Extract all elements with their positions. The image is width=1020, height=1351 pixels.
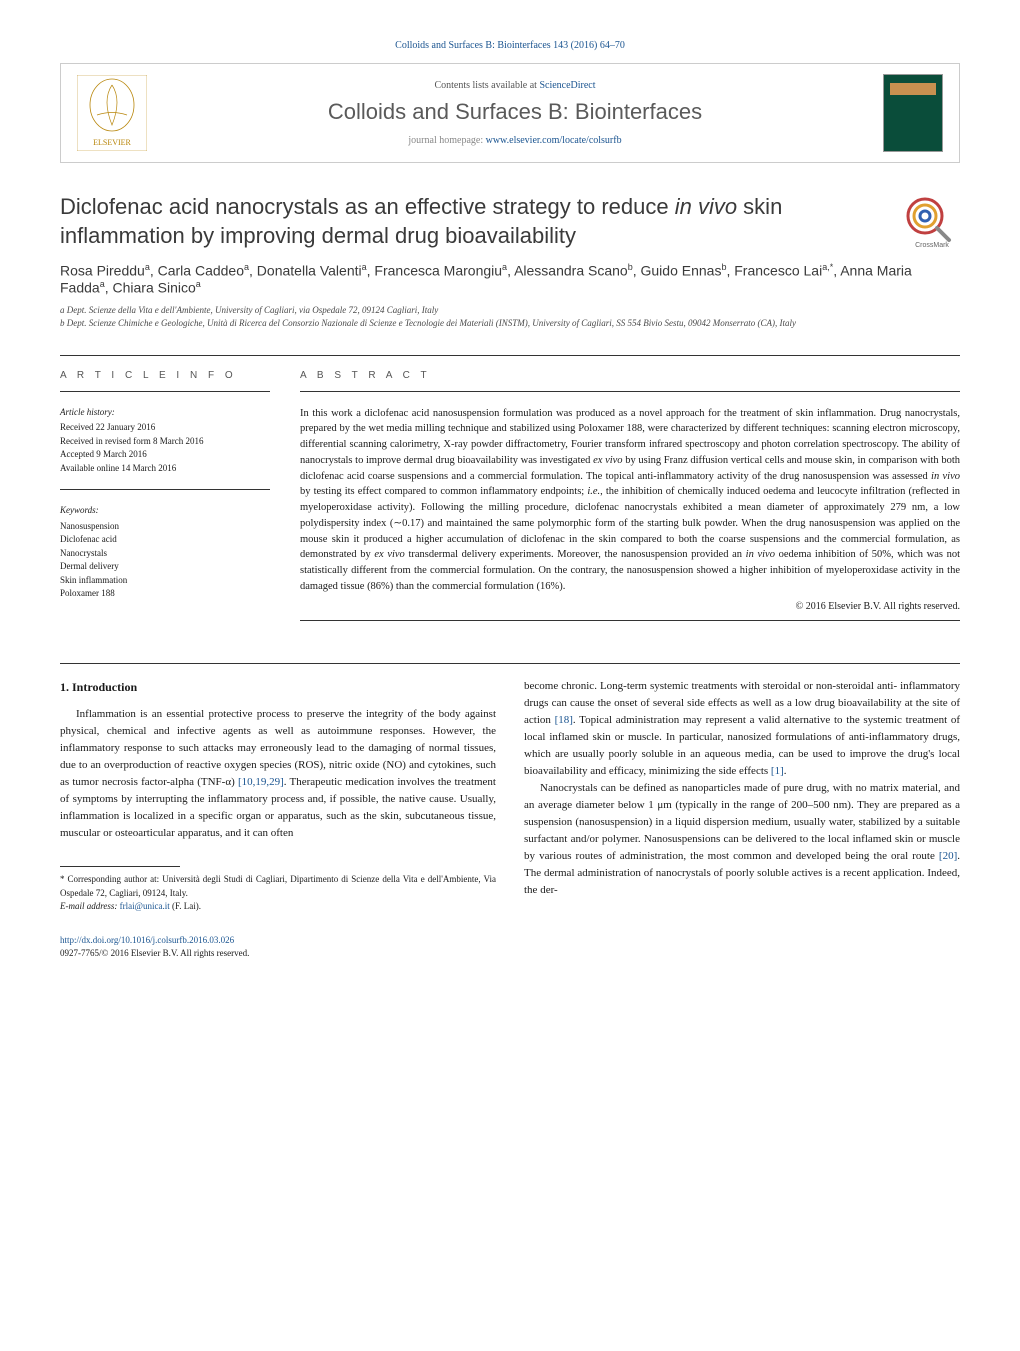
keywords-block: Keywords: NanosuspensionDiclofenac acidN… (60, 504, 270, 601)
divider (60, 663, 960, 664)
svg-text:CrossMark: CrossMark (915, 242, 949, 249)
citation-link[interactable]: [18] (555, 714, 573, 726)
citation-link[interactable]: [10,19,29] (238, 776, 284, 788)
article-history: Article history: Received 22 January 201… (60, 406, 270, 476)
body-col-left: 1. Introduction Inflammation is an essen… (60, 678, 496, 914)
citation-link[interactable]: [20] (939, 850, 957, 862)
keyword: Dermal delivery (60, 560, 270, 574)
keyword: Nanocrystals (60, 547, 270, 561)
svg-text:ELSEVIER: ELSEVIER (93, 138, 131, 147)
affiliation-a: a Dept. Scienze della Vita e dell'Ambien… (60, 304, 960, 318)
abstract-text: In this work a diclofenac acid nanosuspe… (300, 406, 960, 595)
crossmark-icon[interactable]: CrossMark (904, 193, 960, 249)
corresponding-author: * Corresponding author at: Università de… (60, 873, 496, 914)
page-footer: http://dx.doi.org/10.1016/j.colsurfb.201… (60, 934, 960, 961)
header-citation[interactable]: Colloids and Surfaces B: Biointerfaces 1… (60, 40, 960, 51)
authors-list: Rosa Pireddua, Carla Caddeoa, Donatella … (60, 262, 960, 295)
keyword: Poloxamer 188 (60, 587, 270, 601)
section-heading: 1. Introduction (60, 678, 496, 697)
journal-title: Colloids and Surfaces B: Biointerfaces (147, 99, 883, 125)
article-info-label: A R T I C L E I N F O (60, 370, 270, 381)
citation-link[interactable]: [1] (771, 765, 784, 777)
body-col-right: become chronic. Long-term systemic treat… (524, 678, 960, 914)
affiliations: a Dept. Scienze della Vita e dell'Ambien… (60, 304, 960, 331)
body-paragraph: become chronic. Long-term systemic treat… (524, 678, 960, 780)
divider (300, 620, 960, 621)
divider (60, 355, 960, 356)
article-title: Diclofenac acid nanocrystals as an effec… (60, 193, 888, 250)
body-paragraph: Nanocrystals can be defined as nanoparti… (524, 780, 960, 899)
keyword: Diclofenac acid (60, 533, 270, 547)
sciencedirect-link[interactable]: ScienceDirect (539, 80, 595, 91)
keyword: Nanosuspension (60, 520, 270, 534)
affiliation-b: b Dept. Scienze Chimiche e Geologiche, U… (60, 317, 960, 331)
doi-link[interactable]: http://dx.doi.org/10.1016/j.colsurfb.201… (60, 935, 234, 945)
journal-cover-thumb (883, 74, 943, 152)
email-link[interactable]: frlai@unica.it (120, 901, 170, 911)
journal-header-box: ELSEVIER Contents lists available at Sci… (60, 63, 960, 163)
elsevier-logo: ELSEVIER (77, 75, 147, 151)
keyword: Skin inflammation (60, 574, 270, 588)
footnote-rule (60, 866, 180, 867)
journal-homepage: journal homepage: www.elsevier.com/locat… (147, 135, 883, 146)
abstract-copyright: © 2016 Elsevier B.V. All rights reserved… (300, 601, 960, 612)
body-paragraph: Inflammation is an essential protective … (60, 706, 496, 842)
abstract-label: A B S T R A C T (300, 370, 960, 381)
divider (60, 391, 270, 392)
contents-available: Contents lists available at ScienceDirec… (147, 80, 883, 91)
divider (300, 391, 960, 392)
homepage-link[interactable]: www.elsevier.com/locate/colsurfb (486, 135, 622, 146)
divider (60, 489, 270, 490)
issn-copyright: 0927-7765/© 2016 Elsevier B.V. All right… (60, 948, 249, 958)
